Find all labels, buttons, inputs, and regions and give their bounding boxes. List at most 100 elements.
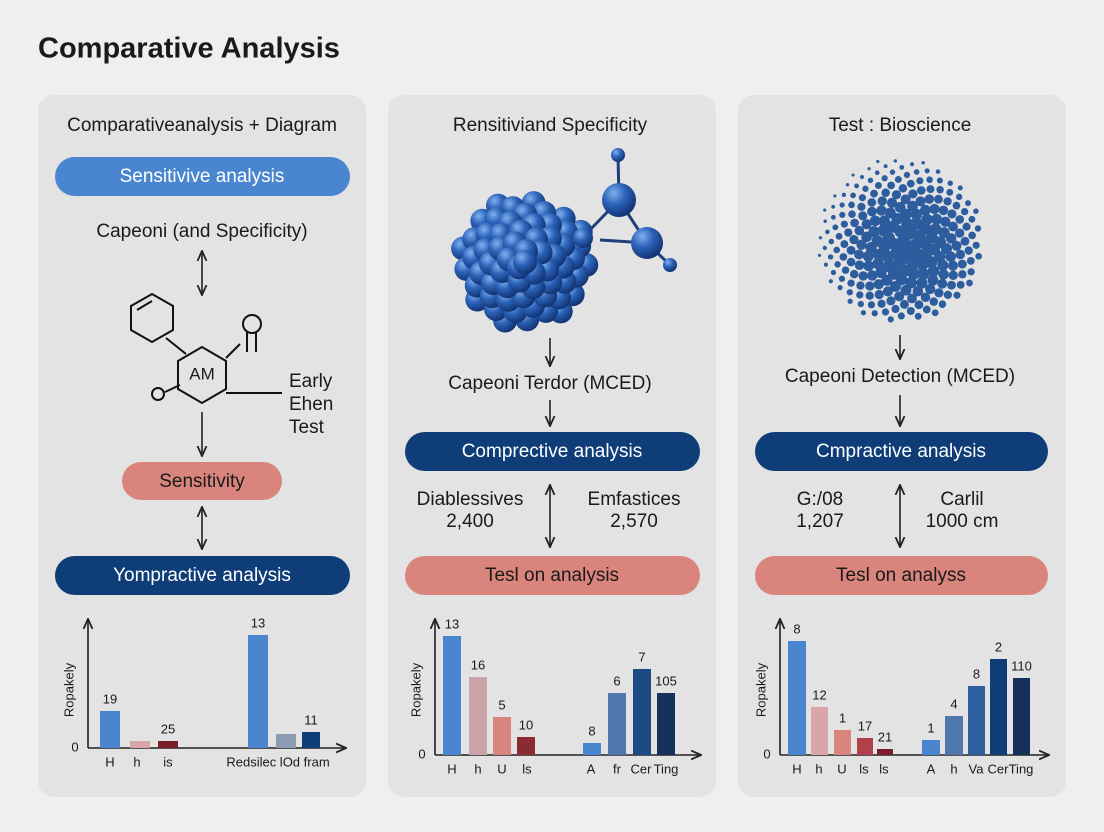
dot	[906, 307, 915, 316]
dot	[955, 249, 966, 260]
dot	[960, 207, 969, 216]
dot	[874, 289, 884, 300]
dot	[912, 285, 924, 297]
dot	[921, 213, 933, 226]
dot	[828, 238, 835, 245]
label: 2,400	[446, 511, 494, 532]
dot	[947, 280, 956, 290]
dot	[945, 233, 957, 244]
bar	[493, 717, 511, 755]
dot	[867, 206, 877, 217]
bar	[469, 677, 487, 755]
bar	[990, 659, 1007, 755]
bar-label: 105	[655, 673, 677, 688]
label: Capeoni (and Specificity)	[96, 221, 307, 242]
bar-label: 1	[839, 710, 846, 725]
bar	[968, 686, 985, 755]
sphere	[602, 183, 636, 217]
dot	[945, 251, 957, 263]
dot	[958, 270, 967, 279]
bar	[788, 641, 806, 755]
dot	[858, 194, 866, 202]
dot	[884, 207, 896, 219]
dot	[934, 194, 943, 204]
dot	[908, 189, 918, 199]
dot	[927, 265, 940, 277]
dot	[927, 274, 939, 286]
dot	[848, 210, 856, 219]
dot	[966, 279, 973, 287]
dot	[925, 283, 936, 295]
bar	[834, 730, 851, 755]
dot	[968, 231, 976, 240]
bar-label: 12	[812, 687, 826, 702]
sphere	[573, 228, 593, 248]
dot	[916, 277, 928, 289]
dot	[894, 175, 902, 183]
dot	[947, 209, 957, 219]
x-tick-label: h	[815, 761, 822, 776]
dot	[891, 304, 900, 314]
dot	[849, 234, 859, 245]
dot	[856, 239, 867, 250]
dot	[943, 290, 953, 299]
dot	[907, 293, 917, 304]
dot	[972, 241, 980, 249]
dot	[838, 275, 846, 282]
x-tick-label: Cer	[988, 761, 1010, 776]
dot	[875, 266, 887, 279]
dot	[841, 192, 847, 197]
x-tick-label: H	[792, 761, 801, 776]
dot	[832, 224, 839, 231]
dot	[916, 177, 924, 185]
pill	[122, 462, 282, 500]
dot	[835, 232, 843, 240]
dot	[877, 224, 890, 237]
dot	[846, 289, 853, 296]
dot	[955, 215, 965, 224]
dot	[833, 246, 840, 254]
dot	[960, 236, 970, 246]
dot	[848, 201, 855, 209]
x-tick-label: h	[474, 761, 481, 776]
dot	[951, 240, 962, 251]
dot	[887, 181, 896, 190]
pill-label: Comprective analysis	[462, 441, 643, 462]
y-axis-label: Ropakely	[408, 662, 423, 717]
dot	[881, 274, 893, 286]
bar	[922, 740, 940, 755]
dot	[861, 219, 872, 230]
bar-label: 13	[445, 616, 459, 631]
dot	[899, 164, 905, 170]
bar	[857, 738, 873, 755]
dot	[946, 188, 954, 196]
x-tick-label: A	[927, 761, 936, 776]
dot	[878, 215, 890, 227]
dot	[943, 197, 952, 206]
dot	[956, 280, 965, 289]
bar-label: 13	[251, 615, 265, 630]
bar-label: 25	[161, 721, 175, 736]
x-tick-label: h	[950, 761, 957, 776]
panel-title: Test : Bioscience	[829, 115, 972, 136]
sphere	[663, 258, 677, 272]
dot	[860, 310, 867, 316]
x-tick-label: Ting	[1009, 761, 1034, 776]
dot	[844, 228, 853, 237]
pill-label: Cmpractive analysis	[816, 441, 986, 462]
panel-title: Comparativeanalysis + Diagram	[67, 115, 337, 136]
dot	[863, 260, 874, 272]
dot	[938, 269, 949, 280]
dot	[870, 189, 878, 198]
dot	[851, 173, 855, 177]
dot	[846, 257, 856, 267]
x-tick-label: H	[105, 754, 114, 769]
dot	[974, 225, 982, 232]
dot	[865, 291, 874, 300]
dot	[893, 159, 897, 163]
y-tick-label: 0	[763, 746, 770, 761]
pill-label: Yompractive analysis	[113, 565, 291, 586]
dot	[858, 271, 868, 281]
pill	[55, 556, 350, 595]
dot	[931, 309, 939, 317]
